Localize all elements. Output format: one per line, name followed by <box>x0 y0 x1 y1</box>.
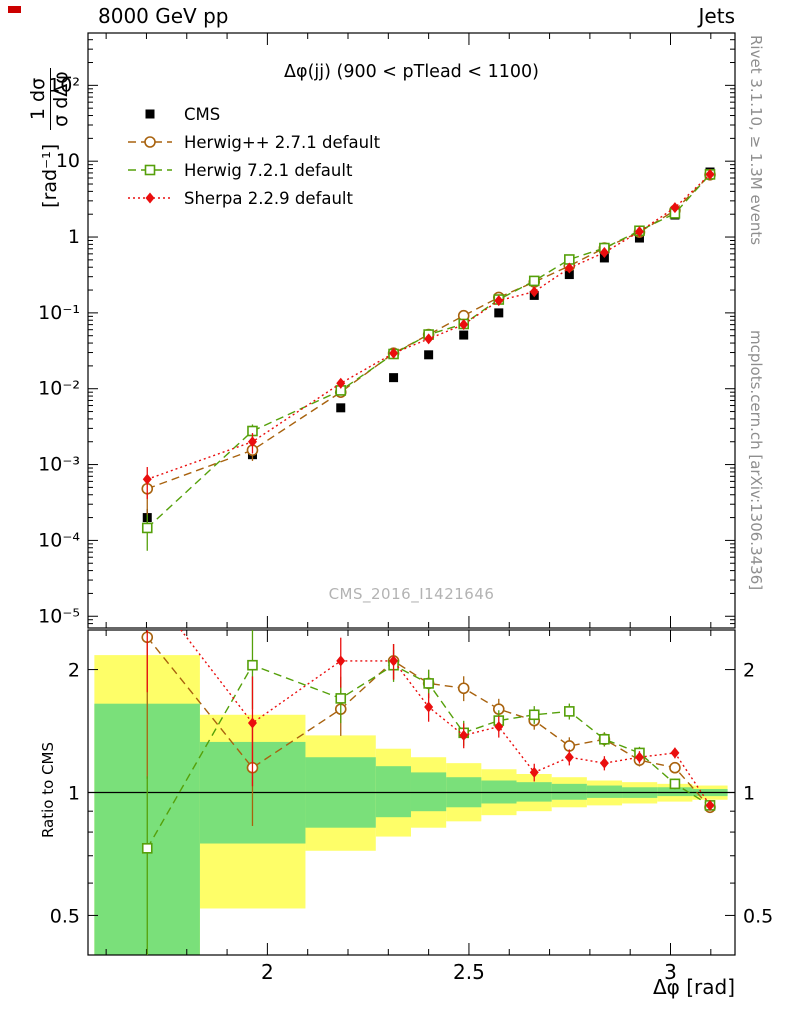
main-y-axis-label: [rad⁻¹] 1 dσ σ dΔφ <box>20 23 80 253</box>
series-ratio-sherpa <box>146 630 715 811</box>
main-y-tick-label: 10⁻³ <box>38 454 80 476</box>
circle-icon <box>128 136 172 148</box>
legend-label: CMS <box>184 104 221 124</box>
ratio-y-tick-label-right: 1 <box>743 783 755 805</box>
ratio-y-tick-label: 0.5 <box>50 905 80 927</box>
main-y-tick-label: 10 <box>56 150 80 172</box>
x-tick-label: 2.5 <box>453 960 485 984</box>
legend-item-herwig7: Herwig 7.2.1 default <box>128 156 380 184</box>
legend-label: Herwig++ 2.7.1 default <box>184 132 381 152</box>
series-main-cms <box>142 167 715 530</box>
band-stat-uncertainty <box>551 783 587 800</box>
axes-ticks: 10² 10 1 10⁻¹ 10⁻² 10⁻³ 10⁻⁴ 10⁻⁵ 2 2 1 1 0.5 0.5 2 2.5… <box>38 33 773 984</box>
band-stat-uncertainty <box>375 766 411 818</box>
x-tick-label: 3 <box>664 960 677 984</box>
corner-logo-mark <box>8 6 21 13</box>
main-y-tick-label: 1 <box>68 226 80 248</box>
legend-label: Herwig 7.2.1 default <box>184 160 353 180</box>
ratio-y-tick-label-right: 0.5 <box>743 905 773 927</box>
legend-item-sherpa: Sherpa 2.2.9 default <box>128 184 380 212</box>
y-axis-fraction: 1 dσ σ dΔφ <box>27 68 73 130</box>
analysis-group-label: Jets <box>698 4 735 28</box>
watermark: CMS_2016_I1421646 <box>328 585 495 603</box>
main-y-tick-label: 10⁻⁴ <box>38 529 80 551</box>
band-stat-uncertainty <box>586 785 623 798</box>
x-axis-label: Δφ [rad] <box>652 975 735 999</box>
square-icon <box>145 109 155 119</box>
rivet-version-note: Rivet 3.1.10, ≥ 1.3M events <box>747 35 765 246</box>
main-y-tick-label: 10² <box>48 74 80 96</box>
band-stat-uncertainty <box>657 787 693 797</box>
uncertainty-bands <box>94 655 728 955</box>
square-icon <box>128 164 172 176</box>
plot-title: Δφ(jj) (900 < pTlead < 1100) <box>284 62 539 82</box>
ratio-y-tick-label-right: 2 <box>743 660 755 682</box>
y-axis-units: [rad⁻¹] <box>39 143 61 208</box>
ratio-panel-frame <box>87 629 736 956</box>
mcplots-source-note: mcplots.cern.ch [arXiv:1306.3436] <box>747 330 765 591</box>
band-stat-uncertainty <box>410 772 447 812</box>
legend: CMS Herwig++ 2.7.1 default Herwig 7.2.1 de… <box>128 100 380 212</box>
legend-item-cms: CMS <box>128 100 380 128</box>
ratio-y-tick-label: 2 <box>68 660 80 682</box>
main-y-tick-label: 10⁻¹ <box>38 302 80 324</box>
band-stat-uncertainty <box>516 782 552 802</box>
main-y-tick-label: 10⁻² <box>38 378 80 400</box>
diamond-icon <box>128 192 172 204</box>
legend-label: Sherpa 2.2.9 default <box>184 188 353 208</box>
ratio-y-axis-label: Ratio to CMS <box>39 741 57 839</box>
main-panel-frame <box>87 32 736 629</box>
series-main-sherpa <box>142 168 715 499</box>
y-axis-fraction-denominator: σ dΔφ <box>49 71 72 127</box>
main-y-tick-label: 10⁻⁵ <box>38 605 80 627</box>
legend-item-herwigpp: Herwig++ 2.7.1 default <box>128 128 380 156</box>
x-tick-label: 2 <box>261 960 274 984</box>
series-main-herwig7 <box>141 169 716 551</box>
beam-energy-label: 8000 GeV pp <box>98 4 229 28</box>
y-axis-fraction-numerator: 1 dσ <box>27 68 51 130</box>
ratio-y-tick-label: 1 <box>68 783 80 805</box>
